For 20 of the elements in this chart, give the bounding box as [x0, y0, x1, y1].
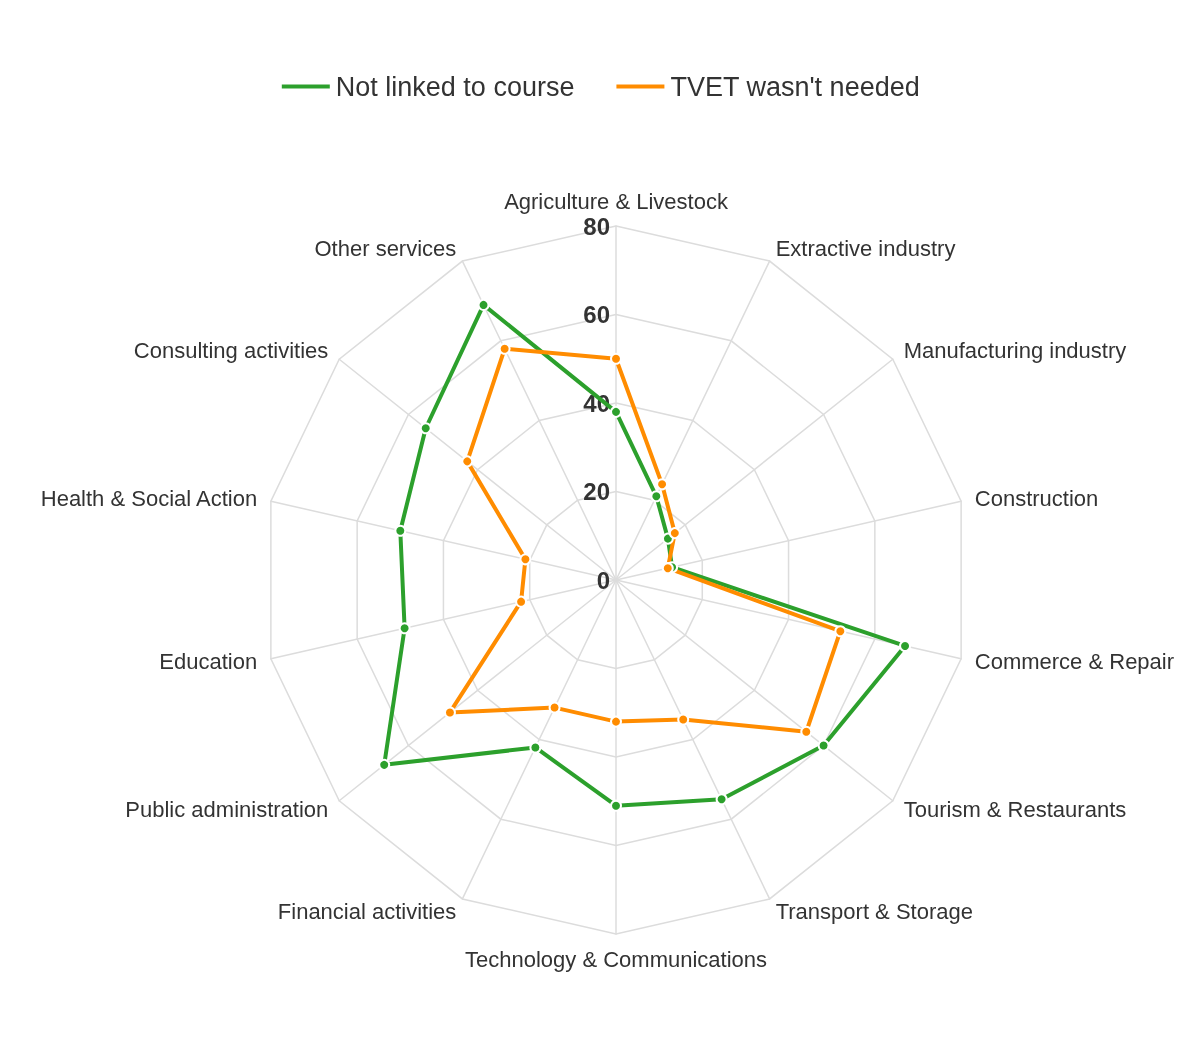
y-tick-label: 20: [583, 478, 610, 505]
legend-label: Not linked to course: [335, 71, 575, 102]
spoke-label: Health & Social Action: [40, 485, 258, 511]
y-tick-label: 80: [583, 212, 610, 240]
spoke-label: Commerce & Repair: [974, 649, 1175, 675]
spoke-label: Construction: [974, 485, 1099, 511]
spoke-label: Financial activities: [277, 899, 457, 925]
y-tick-label: 60: [583, 301, 610, 328]
spoke-label: Manufacturing industry: [903, 338, 1127, 364]
spoke-label: Extractive industry: [775, 235, 956, 261]
spoke-label: Public administration: [125, 796, 329, 822]
spoke-label: Agriculture & Livestock: [504, 188, 729, 214]
spoke-label: Other services: [314, 235, 457, 261]
legend-label: TVET wasn't needed: [670, 71, 920, 102]
spoke-label: Consulting activities: [133, 338, 329, 364]
spoke-label: Education: [159, 649, 258, 675]
spoke-label: Tourism & Restaurants: [903, 796, 1127, 822]
spoke-label: Technology & Communications: [464, 946, 768, 972]
y-tick-label: 0: [596, 566, 610, 594]
spoke-label: Transport & Storage: [775, 899, 973, 925]
